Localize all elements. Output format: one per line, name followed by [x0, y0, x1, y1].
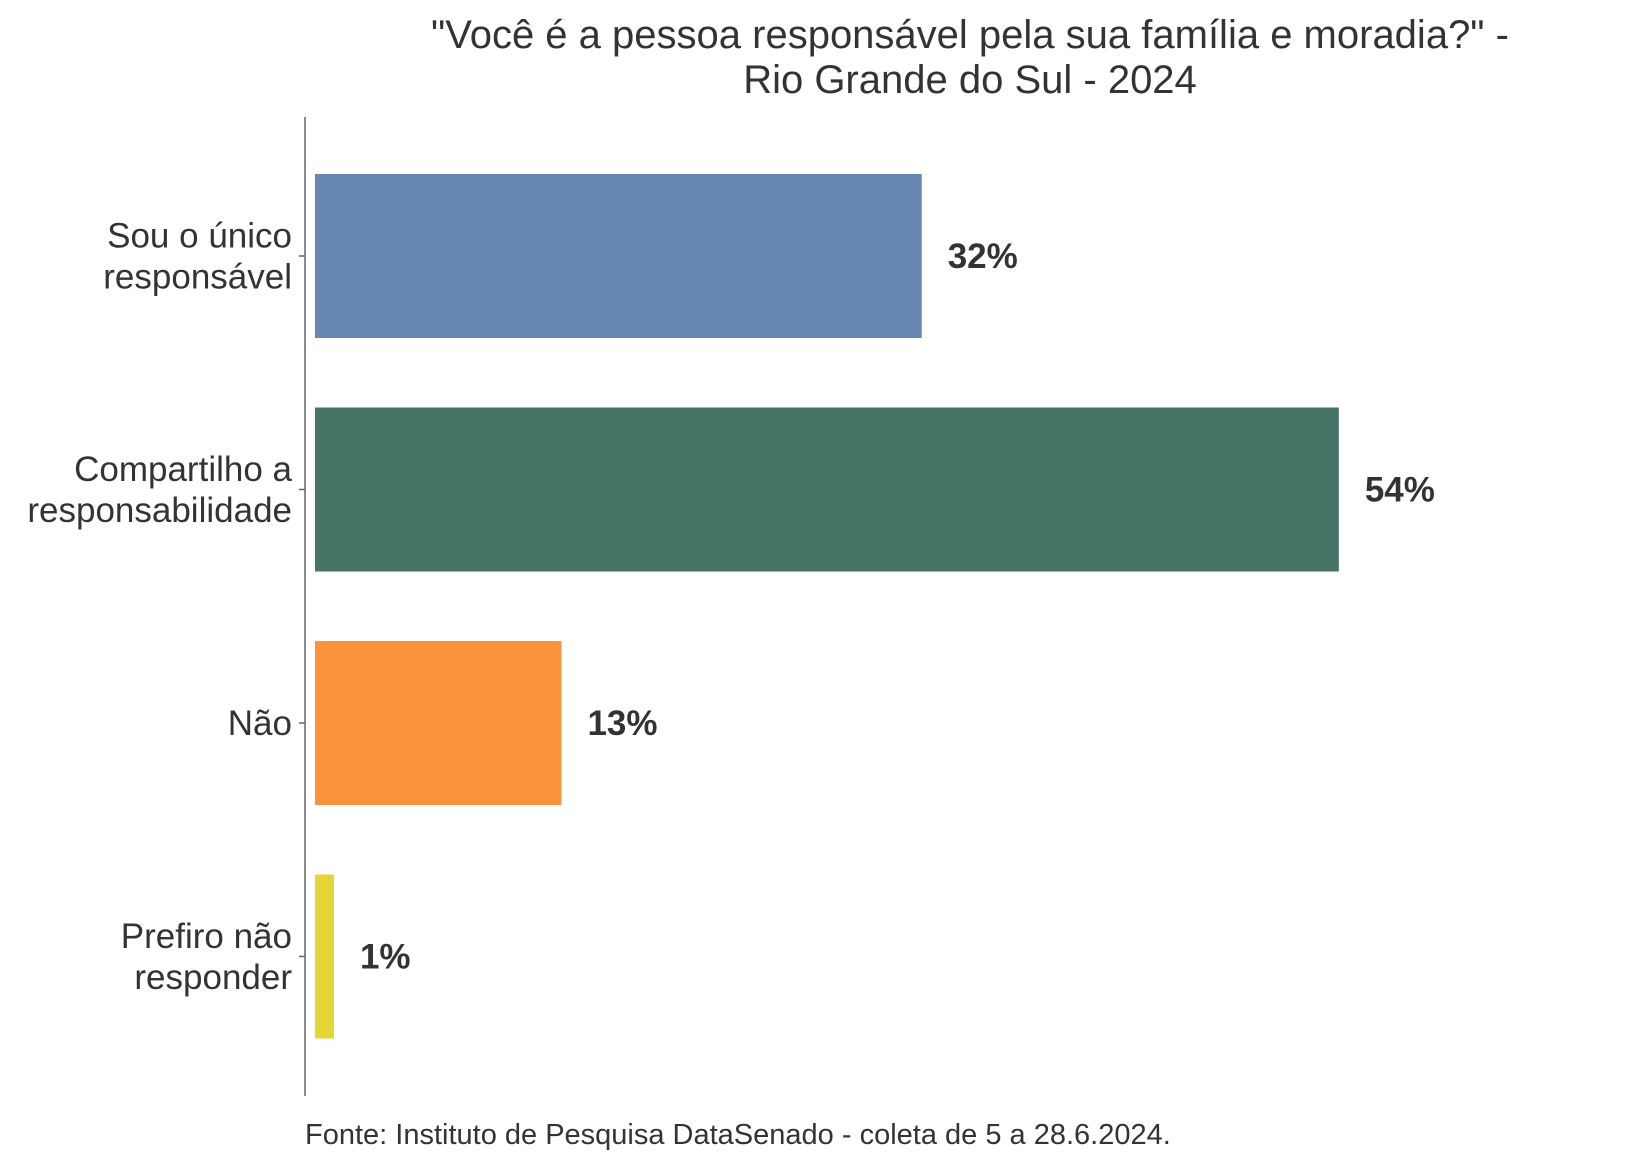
- y-axis-ticks: [299, 255, 305, 958]
- source-caption: Fonte: Instituto de Pesquisa DataSenado …: [305, 1119, 1171, 1151]
- bar-3: [315, 641, 562, 805]
- category-label-4: Prefiro não responder: [121, 917, 293, 997]
- chart-title-line-2: Rio Grande do Sul - 2024: [743, 58, 1197, 102]
- bar-1: [315, 174, 922, 338]
- category-label-1: Sou o único responsável: [103, 217, 292, 297]
- value-label-2: 54%: [1365, 471, 1435, 510]
- chart-title-line-1: "Você é a pessoa responsável pela sua fa…: [431, 13, 1509, 57]
- category-label-2: Compartilho a responsabilidade: [27, 450, 292, 530]
- bars: [315, 174, 1339, 1039]
- category-labels: Sou o único responsável Compartilho a respo…: [27, 217, 292, 998]
- value-labels: 32% 54% 13% 1%: [360, 237, 1435, 977]
- value-label-1: 32%: [948, 237, 1018, 276]
- value-label-4: 1%: [360, 938, 411, 977]
- bar-2: [315, 407, 1339, 572]
- bar-4: [315, 874, 334, 1039]
- value-label-3: 13%: [587, 704, 657, 743]
- category-label-3: Não: [228, 704, 292, 743]
- chart-title: "Você é a pessoa responsável pela sua fa…: [431, 13, 1509, 102]
